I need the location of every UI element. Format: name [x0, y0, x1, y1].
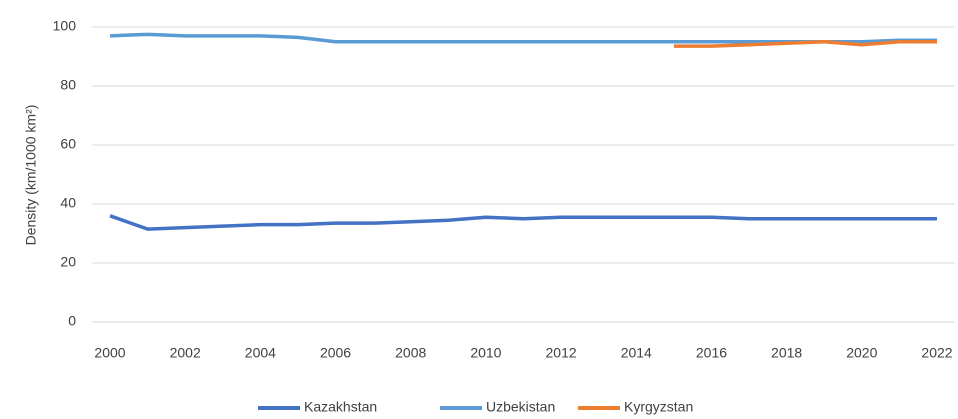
x-tick-label: 2014 [621, 345, 652, 361]
x-tick-label: 2006 [320, 345, 351, 361]
y-tick-label: 40 [60, 195, 76, 211]
y-tick-label: 60 [60, 136, 76, 152]
x-tick-label: 2000 [94, 345, 125, 361]
y-tick-label: 80 [60, 77, 76, 93]
x-tick-label: 2018 [771, 345, 802, 361]
x-tick-label: 2022 [921, 345, 952, 361]
x-tick-label: 2016 [696, 345, 727, 361]
y-tick-label: 20 [60, 254, 76, 270]
legend-label: Uzbekistan [486, 399, 555, 415]
x-tick-label: 2010 [470, 345, 501, 361]
y-tick-label: 100 [53, 18, 77, 34]
legend-label: Kyrgyzstan [624, 399, 693, 415]
series-line [109, 214, 937, 231]
x-tick-label: 2004 [245, 345, 276, 361]
legend-label: Kazakhstan [304, 399, 377, 415]
y-tick-label: 0 [68, 313, 76, 329]
x-tick-label: 2012 [546, 345, 577, 361]
x-tick-label: 2020 [846, 345, 877, 361]
x-tick-label: 2008 [395, 345, 426, 361]
series-line [673, 40, 937, 48]
x-tick-label: 2002 [170, 345, 201, 361]
y-axis-label: Density (km/1000 km²) [23, 105, 39, 246]
